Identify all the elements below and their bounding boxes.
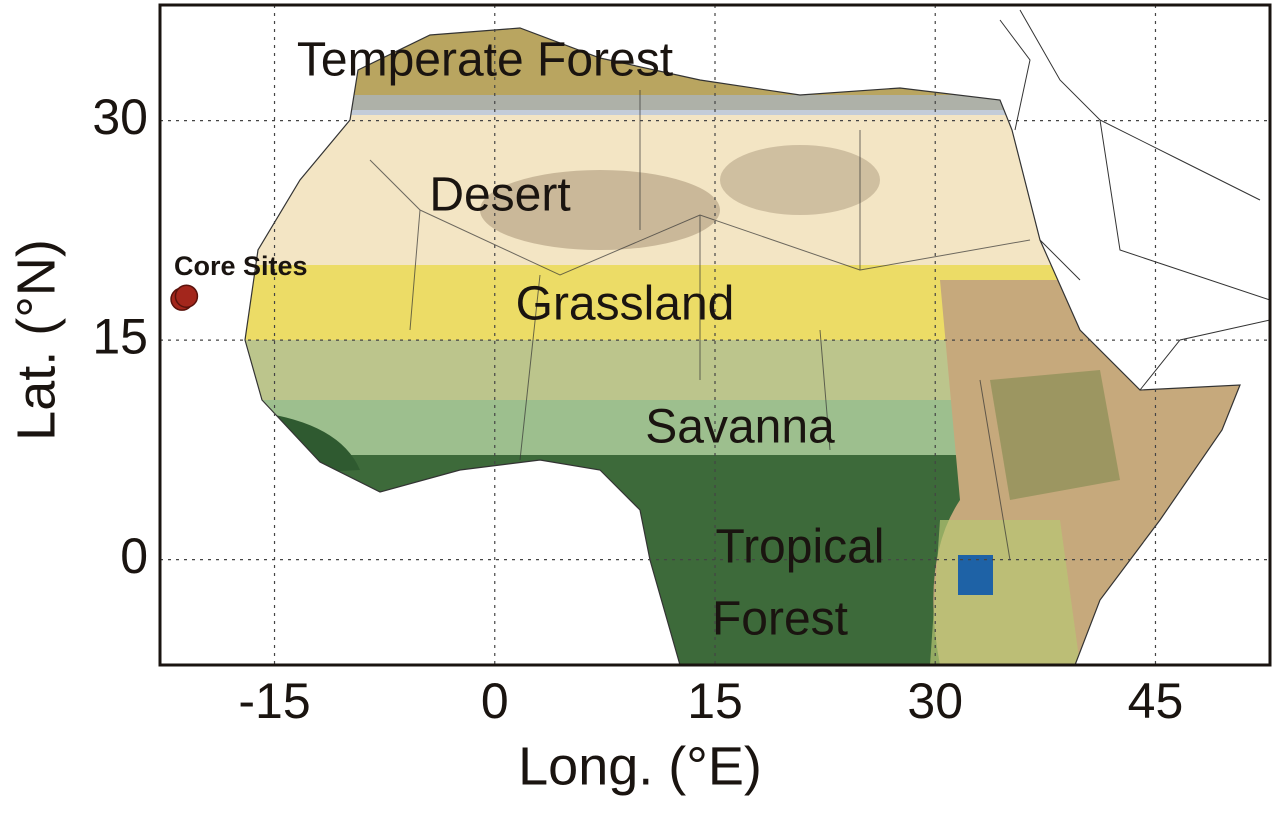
y-tick-label: 0	[120, 528, 148, 584]
core-site	[174, 284, 199, 308]
y-tick-label: 30	[92, 89, 148, 145]
x-tick-label: 30	[907, 673, 963, 729]
x-tick-label: 0	[481, 673, 509, 729]
y-axis-label: Lat. (°N)	[6, 239, 66, 441]
region-label: Tropical	[716, 521, 885, 574]
region-label: Desert	[429, 169, 570, 222]
region-label: Forest	[712, 593, 848, 646]
core-sites	[170, 284, 199, 311]
region-label: Grassland	[516, 278, 735, 331]
x-tick-label: -15	[238, 673, 310, 729]
x-axis-label: Long. (°E)	[518, 736, 762, 796]
map-frame	[158, 3, 1272, 667]
x-tick-label: 15	[687, 673, 743, 729]
y-tick-label: 15	[92, 308, 148, 364]
region-label: Temperate Forest	[297, 34, 673, 87]
core-sites-label: Core Sites	[174, 251, 308, 281]
x-tick-label: 45	[1128, 673, 1184, 729]
region-label: Savanna	[645, 401, 835, 454]
region-labels: Temperate Forest Desert Grassland Savanna Tr…	[297, 34, 885, 646]
grid	[160, 5, 1270, 665]
